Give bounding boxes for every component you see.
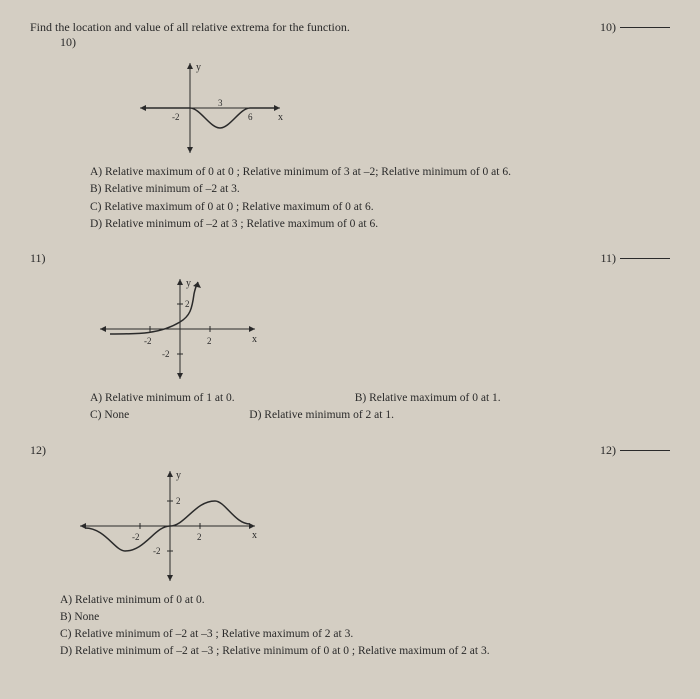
svg-text:2: 2 xyxy=(176,496,181,506)
svg-text:2: 2 xyxy=(185,299,190,309)
choices-10: A) Relative maximum of 0 at 0 ; Relative… xyxy=(90,164,670,233)
blank-line xyxy=(620,450,670,451)
blank-line xyxy=(620,27,670,28)
choice-12-c: C) Relative minimum of –2 at –3 ; Relati… xyxy=(60,626,670,643)
q12-row: 12) 12) xyxy=(30,443,670,458)
choice-11-b: B) Relative maximum of 0 at 1. xyxy=(355,390,501,407)
graph-11: y x -2 2 2 -2 xyxy=(90,274,670,384)
blank-label-10: 10) xyxy=(600,20,616,35)
choice-10-d: D) Relative minimum of –2 at 3 ; Relativ… xyxy=(90,216,670,233)
choices-12: A) Relative minimum of 0 at 0. B) None C… xyxy=(60,592,670,661)
choices-11-row2: C) None D) Relative minimum of 2 at 1. xyxy=(90,407,670,424)
answer-blank-11: 11) xyxy=(600,251,670,266)
instruction-text: Find the location and value of all relat… xyxy=(30,20,350,35)
choice-10-a: A) Relative maximum of 0 at 0 ; Relative… xyxy=(90,164,670,181)
svg-text:x: x xyxy=(278,112,283,123)
choice-11-d: D) Relative minimum of 2 at 1. xyxy=(249,407,394,424)
graph-svg-12: y x -2 2 2 -2 xyxy=(70,466,270,586)
choice-10-c: C) Relative maximum of 0 at 0 ; Relative… xyxy=(90,199,670,216)
graph-svg-11: y x -2 2 2 -2 xyxy=(90,274,270,384)
question-10: y x -2 3 6 A) Relative maximum of 0 at 0… xyxy=(30,58,670,233)
svg-text:-2: -2 xyxy=(172,112,180,122)
svg-text:y: y xyxy=(186,278,191,289)
instruction-block: Find the location and value of all relat… xyxy=(30,20,350,50)
svg-text:-2: -2 xyxy=(144,336,152,346)
svg-text:2: 2 xyxy=(197,532,202,542)
choice-12-d: D) Relative minimum of –2 at –3 ; Relati… xyxy=(60,643,670,660)
choices-11-row1: A) Relative minimum of 1 at 0. B) Relati… xyxy=(90,390,670,407)
svg-text:y: y xyxy=(176,470,181,481)
svg-text:x: x xyxy=(252,334,257,345)
q11-row: 11) 11) xyxy=(30,251,670,266)
blank-line xyxy=(620,258,670,259)
answer-blank-12: 12) xyxy=(600,443,670,458)
choice-12-b: B) None xyxy=(60,609,670,626)
blank-label-11: 11) xyxy=(600,251,616,266)
blank-label-12: 12) xyxy=(600,443,616,458)
svg-text:-2: -2 xyxy=(153,546,161,556)
question-number-11: 11) xyxy=(30,251,46,266)
svg-text:3: 3 xyxy=(218,98,223,108)
question-12: y x -2 2 2 -2 A) Relative minimum of 0 a… xyxy=(30,466,670,661)
svg-text:x: x xyxy=(252,530,257,541)
svg-text:2: 2 xyxy=(207,336,212,346)
choice-10-b: B) Relative minimum of –2 at 3. xyxy=(90,181,670,198)
answer-blank-10: 10) xyxy=(600,20,670,35)
graph-svg-10: y x -2 3 6 xyxy=(130,58,290,158)
choice-11-c: C) None xyxy=(90,407,129,424)
question-11: y x -2 2 2 -2 A) Relative minimum of 1 a… xyxy=(30,274,670,425)
choice-11-a: A) Relative minimum of 1 at 0. xyxy=(90,390,235,407)
choice-12-a: A) Relative minimum of 0 at 0. xyxy=(60,592,670,609)
header-row: Find the location and value of all relat… xyxy=(30,20,670,50)
svg-text:-2: -2 xyxy=(162,349,170,359)
question-number-10: 10) xyxy=(60,35,350,50)
svg-text:-2: -2 xyxy=(132,532,140,542)
graph-10: y x -2 3 6 xyxy=(130,58,670,158)
choices-11: A) Relative minimum of 1 at 0. B) Relati… xyxy=(90,390,670,425)
question-number-12: 12) xyxy=(30,443,46,458)
graph-12: y x -2 2 2 -2 xyxy=(70,466,670,586)
svg-text:y: y xyxy=(196,62,201,73)
svg-text:6: 6 xyxy=(248,112,253,122)
